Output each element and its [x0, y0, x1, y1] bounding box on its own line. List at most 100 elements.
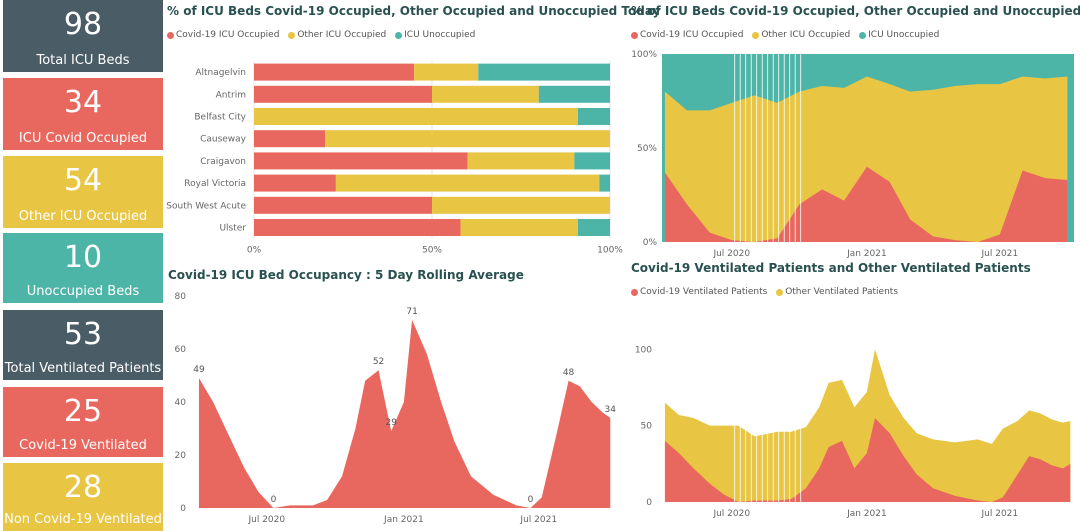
- kpi-label: Total Ventilated Patients: [4, 361, 162, 376]
- legend-dot-covid: [167, 31, 174, 39]
- kpi-label: Other ICU Occupied: [18, 209, 148, 224]
- x-tick-label: 0%: [247, 246, 262, 256]
- bar-segment: [599, 174, 610, 192]
- legend-label: Covid-19 ICU Occupied: [176, 30, 280, 40]
- legend-label: ICU Unoccupied: [868, 30, 940, 40]
- legend-item-covid[interactable]: Covid-19 ICU Occupied: [167, 30, 279, 40]
- y-tick-label: 50%: [637, 144, 657, 154]
- y-tick-label: 100: [635, 345, 652, 355]
- bar-segment: [254, 130, 326, 148]
- legend-item-unoccupied[interactable]: ICU Unoccupied: [395, 30, 475, 40]
- y-tick-label: South West Acute: [166, 201, 246, 211]
- chart1-title: % of ICU Beds Covid-19 Occupied, Other O…: [167, 4, 661, 18]
- bar-segment: [254, 108, 578, 125]
- bar-segment: [432, 196, 610, 214]
- chart4-title: Covid-19 Ventilated Patients and Other V…: [631, 261, 1031, 275]
- x-tick-label: Jan 2021: [846, 509, 887, 519]
- x-tick-label: 100%: [597, 246, 623, 256]
- bar-segment: [538, 85, 610, 103]
- chart1-hospital-bars: 0% 50% 100% Altnagelvin Antrim Belfast City Ca…: [166, 61, 623, 256]
- kpi-value: 54: [63, 163, 103, 198]
- y-tick-label: Altnagelvin: [195, 68, 246, 78]
- kpi-label: Covid-19 Ventilated: [19, 438, 147, 453]
- y-tick-label: 50: [641, 422, 653, 432]
- y-tick-label: Ulster: [219, 224, 246, 234]
- kpi-label: ICU Covid Occupied: [18, 131, 148, 146]
- legend-dot-unoccupied: [395, 31, 403, 39]
- chart1-legend: Covid-19 ICU Occupied Other ICU Occupied…: [167, 30, 481, 42]
- kpi-value: 53: [63, 317, 103, 352]
- kpi-label: Non Covid-19 Ventilated: [4, 512, 162, 527]
- y-tick-label: 80: [175, 292, 187, 302]
- x-tick-label: Jul 2021: [519, 515, 557, 525]
- bar-segment: [335, 174, 600, 192]
- y-tick-label: 0: [180, 504, 186, 514]
- kpi-label: Total ICU Beds: [36, 53, 130, 68]
- kpi-non-covid-ventilated: 28 Non Covid-19 Ventilated: [3, 463, 163, 531]
- x-tick-label: Jul 2020: [247, 515, 285, 525]
- x-tick-label: Jan 2021: [383, 515, 424, 525]
- bar-segment: [325, 130, 610, 148]
- kpi-label: Unoccupied Beds: [26, 284, 140, 299]
- chart4-legend: Covid-19 Ventilated Patients Other Venti…: [631, 287, 904, 299]
- legend-item-other[interactable]: Other ICU Occupied: [752, 30, 850, 40]
- data-label: 49: [193, 365, 205, 375]
- y-tick-label: 0: [646, 498, 652, 508]
- kpi-covid-ventilated: 25 Covid-19 Ventilated: [3, 387, 163, 457]
- bar-segment: [577, 219, 610, 236]
- chart2-legend: Covid-19 ICU Occupied Other ICU Occupied…: [631, 30, 945, 42]
- legend-dot-other: [288, 31, 296, 39]
- x-tick-label: Jul 2020: [712, 249, 750, 259]
- x-tick-label: Jul 2021: [981, 509, 1019, 519]
- bar-segment: [254, 196, 432, 214]
- y-tick-label: 20: [175, 451, 187, 461]
- kpi-total-ventilated: 53 Total Ventilated Patients: [3, 310, 163, 380]
- bar-segment: [254, 219, 461, 236]
- legend-dot-unoccupied: [859, 31, 867, 39]
- area-covid-rolling: [198, 319, 611, 508]
- bar-segment: [460, 219, 578, 236]
- y-tick-label: Causeway: [200, 135, 247, 145]
- legend-label: Other ICU Occupied: [761, 30, 851, 40]
- legend-label: Covid-19 Ventilated Patients: [640, 287, 768, 297]
- y-tick-label: Antrim: [216, 90, 246, 100]
- data-label: 52: [373, 357, 384, 367]
- legend-item-unoccupied[interactable]: ICU Unoccupied: [859, 30, 939, 40]
- data-label: 71: [406, 307, 417, 317]
- bar-segment: [414, 63, 479, 81]
- bar-segment: [467, 152, 575, 170]
- kpi-total-icu-beds: 98 Total ICU Beds: [3, 0, 163, 72]
- legend-label: Other Ventilated Patients: [785, 287, 899, 297]
- legend-dot-covid: [631, 288, 638, 296]
- legend-dot-other: [776, 288, 784, 296]
- y-tick-label: 40: [175, 398, 187, 408]
- x-tick-label: Jul 2020: [712, 509, 750, 519]
- kpi-icu-covid-occupied: 34 ICU Covid Occupied: [3, 78, 163, 150]
- kpi-value: 98: [63, 7, 103, 42]
- legend-item-covid[interactable]: Covid-19 ICU Occupied: [631, 30, 743, 40]
- bar-segment: [254, 63, 415, 81]
- legend-dot-other: [752, 31, 760, 39]
- area-covid: [664, 166, 1068, 242]
- y-tick-label: Craigavon: [200, 157, 246, 167]
- legend-item-covid-ventilated[interactable]: Covid-19 Ventilated Patients: [631, 287, 767, 297]
- chart3-title: Covid-19 ICU Bed Occupancy : 5 Day Rolli…: [168, 268, 524, 282]
- bar-segment: [254, 174, 336, 192]
- y-tick-label: 100%: [631, 50, 657, 60]
- kpi-other-icu-occupied: 54 Other ICU Occupied: [3, 156, 163, 228]
- kpi-unoccupied-beds: 10 Unoccupied Beds: [3, 233, 163, 303]
- bar-segment: [478, 63, 610, 81]
- y-tick-label: Belfast City: [194, 113, 246, 123]
- y-tick-label: Royal Victoria: [184, 179, 246, 189]
- legend-item-other-ventilated[interactable]: Other Ventilated Patients: [776, 287, 898, 297]
- bar-segment: [432, 85, 539, 103]
- x-tick-label: Jul 2021: [981, 249, 1019, 259]
- chart4-ventilated-area: 0 50 100 Jul 2020 Jan 2021 Jul 2021: [635, 345, 1071, 519]
- data-label: 48: [563, 368, 575, 378]
- chart2-title: % of ICU Beds Covid-19 Occupied, Other O…: [631, 4, 1080, 18]
- data-label: 29: [385, 418, 397, 428]
- legend-item-other[interactable]: Other ICU Occupied: [288, 30, 386, 40]
- area-covid-ventilated: [664, 418, 1071, 502]
- kpi-value: 34: [63, 85, 103, 120]
- chart3-rolling-average: 0 20 40 60 80 49 0 52 29 71 0 48 34 Jul 2020 Jan 2021 J…: [175, 292, 617, 525]
